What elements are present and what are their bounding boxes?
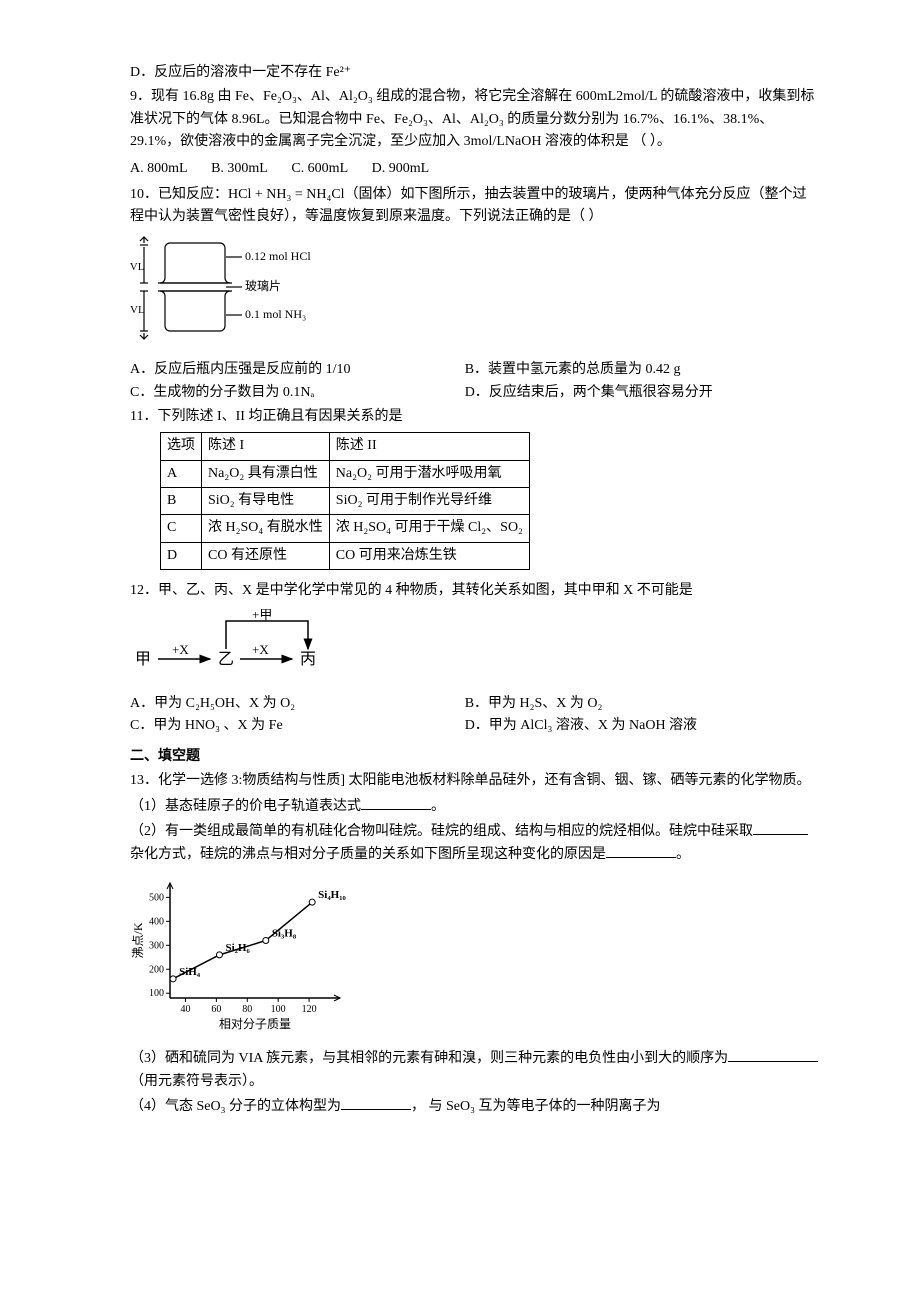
q11-h1: 陈述 I — [202, 433, 330, 460]
svg-text:Si₄H₁₀: Si₄H₁₀ — [318, 889, 346, 901]
blank — [606, 843, 676, 858]
svg-text:400: 400 — [149, 916, 164, 927]
q12-stem: 12．甲、乙、丙、X 是中学化学中常见的 4 种物质，其转化关系如图，其中甲和 … — [130, 580, 820, 602]
q12-yi: 乙 — [218, 651, 234, 668]
q12-options: A．甲为 C₂H₅OH、X 为 O₂ B．甲为 H₂S、X 为 O₂ — [130, 693, 820, 715]
svg-text:120: 120 — [302, 1004, 317, 1015]
cell: A — [161, 460, 202, 487]
q10-options-2: C．生成物的分子数目为 0.1Nₐ D．反应结束后，两个集气瓶很容易分开 — [130, 382, 820, 404]
table-row: ANa₂O₂ 具有漂白性Na₂O₂ 可用于潜水呼吸用氧 — [161, 460, 530, 487]
q9-stem: 9．现有 16.8g 由 Fe、Fe₂O₃、Al、Al₂O₃ 组成的混合物，将它… — [130, 86, 820, 153]
q12-figure: 甲 +X 乙 +X 丙 +甲 — [130, 609, 820, 687]
cell: B — [161, 488, 202, 515]
q10-vtop: 1.2VL — [130, 261, 145, 273]
svg-text:Si₃H₈: Si₃H₈ — [272, 927, 297, 939]
svg-text:SiH₄: SiH₄ — [179, 966, 201, 978]
q10-glass-label: 玻璃片 — [245, 279, 281, 293]
q13-p1: （1）基态硅原子的价电子轨道表达式 。 — [130, 795, 820, 818]
q13-p3: （3）硒和硫同为 VIA 族元素，与其相邻的元素有砷和溴，则三种元素的电负性由小… — [130, 1047, 820, 1093]
q13-chart: 40 60 80 100 120 100 200 300 400 500 SiH₄ Si₂H₆ Si₃H… — [130, 873, 820, 1041]
svg-text:Si₂H₆: Si₂H₆ — [225, 942, 250, 954]
q11-h0: 选项 — [161, 433, 202, 460]
svg-text:200: 200 — [149, 964, 164, 975]
q13-p4: （4）气态 SeO₃ 分子的立体构型为 ， 与 SeO₃ 互为等电子体的一种阴离子… — [130, 1095, 820, 1118]
cell: CO 可用来冶炼生铁 — [329, 542, 529, 569]
q8-option-d: D．反应后的溶液中一定不存在 Fe²⁺ — [130, 62, 820, 84]
q9-b: B. 300mL — [211, 158, 268, 180]
cell: SiO₂ 可用于制作光导纤维 — [329, 488, 529, 515]
q10-figure: 0.12 mol HCl 玻璃片 0.1 mol NH₃ 1.2VL VL — [130, 235, 820, 353]
q9-a: A. 800mL — [130, 158, 188, 180]
svg-text:500: 500 — [149, 892, 164, 903]
table-row: BSiO₂ 有导电性SiO₂ 可用于制作光导纤维 — [161, 488, 530, 515]
svg-text:300: 300 — [149, 940, 164, 951]
cell: D — [161, 542, 202, 569]
q13-p3b: （用元素符号表示）。 — [130, 1074, 263, 1089]
q12-x1: +X — [172, 642, 189, 657]
q12-top: +甲 — [252, 609, 272, 622]
q10-stem: 10．已知反应：HCl + NH₃ = NH₄Cl（固体）如下图所示，抽去装置中… — [130, 184, 820, 229]
q10-a: A．反应后瓶内压强是反应前的 1/10 — [130, 359, 461, 381]
q12-jia: 甲 — [135, 651, 151, 668]
blank — [753, 820, 808, 835]
q10-d: D．反应结束后，两个集气瓶很容易分开 — [465, 382, 796, 404]
cell: Na₂O₂ 可用于潜水呼吸用氧 — [329, 460, 529, 487]
q13-stem: 13．化学一选修 3:物质结构与性质] 太阳能电池板材料除单品硅外，还有含铜、铟… — [130, 770, 820, 792]
q12-c: C．甲为 HNO₃ 、X 为 Fe — [130, 715, 461, 737]
q10-b: B．装置中氢元素的总质量为 0.42 g — [465, 359, 796, 381]
cell: 浓 H₂SO₄ 有脱水性 — [202, 515, 330, 542]
q12-a: A．甲为 C₂H₅OH、X 为 O₂ — [130, 693, 461, 715]
q13-p2a: （2）有一类组成最简单的有机硅化合物叫硅烷。硅烷的组成、结构与相应的烷烃相似。硅… — [130, 824, 753, 839]
svg-text:80: 80 — [242, 1004, 252, 1015]
q9-options: A. 800mL B. 300mL C. 600mL D. 900mL — [130, 158, 820, 180]
svg-text:沸点/K: 沸点/K — [131, 922, 145, 958]
q10-c: C．生成物的分子数目为 0.1Nₐ — [130, 382, 461, 404]
q13-p1-text: （1）基态硅原子的价电子轨道表达式 — [130, 799, 361, 814]
q13-p3a: （3）硒和硫同为 VIA 族元素，与其相邻的元素有砷和溴，则三种元素的电负性由小… — [130, 1051, 728, 1066]
svg-text:100: 100 — [271, 1004, 286, 1015]
q13-p2-end: 。 — [676, 847, 690, 862]
svg-text:相对分子质量: 相对分子质量 — [219, 1017, 291, 1031]
cell: C — [161, 515, 202, 542]
q13-p2b: 杂化方式，硅烷的沸点与相对分子质量的关系如下图所呈现这种变化的原因是 — [130, 847, 606, 862]
q13-p4b: ， 与 SeO₃ 互为等电子体的一种阴离子为 — [411, 1099, 661, 1114]
svg-text:100: 100 — [149, 988, 164, 999]
section-2: 二、填空题 — [130, 746, 820, 768]
q10-options: A．反应后瓶内压强是反应前的 1/10 B．装置中氢元素的总质量为 0.42 g — [130, 359, 820, 381]
cell: SiO₂ 有导电性 — [202, 488, 330, 515]
q13-p1-end: 。 — [431, 799, 445, 814]
q12-b: B．甲为 H₂S、X 为 O₂ — [465, 693, 796, 715]
svg-text:60: 60 — [211, 1004, 221, 1015]
blank — [341, 1095, 411, 1110]
blank — [728, 1047, 818, 1062]
table-row: C浓 H₂SO₄ 有脱水性浓 H₂SO₄ 可用于干燥 Cl₂、SO₂ — [161, 515, 530, 542]
q9-d: D. 900mL — [372, 158, 430, 180]
q10-hcl-label: 0.12 mol HCl — [245, 249, 311, 263]
q11-stem: 11．下列陈述 I、II 均正确且有因果关系的是 — [130, 406, 820, 428]
q11-table: 选项 陈述 I 陈述 II ANa₂O₂ 具有漂白性Na₂O₂ 可用于潜水呼吸用… — [160, 432, 530, 570]
q13-p4a: （4）气态 SeO₃ 分子的立体构型为 — [130, 1099, 341, 1114]
q9-c: C. 600mL — [291, 158, 348, 180]
svg-text:40: 40 — [180, 1004, 190, 1015]
blank — [361, 795, 431, 810]
cell: 浓 H₂SO₄ 可用于干燥 Cl₂、SO₂ — [329, 515, 529, 542]
q10-nh3-label: 0.1 mol NH₃ — [245, 307, 306, 321]
q12-x2: +X — [252, 642, 269, 657]
cell: CO 有还原性 — [202, 542, 330, 569]
q10-vbot: VL — [130, 304, 145, 316]
q12-options-2: C．甲为 HNO₃ 、X 为 Fe D．甲为 AlCl₃ 溶液、X 为 NaOH… — [130, 715, 820, 737]
table-row: DCO 有还原性CO 可用来冶炼生铁 — [161, 542, 530, 569]
q13-p2: （2）有一类组成最简单的有机硅化合物叫硅烷。硅烷的组成、结构与相应的烷烃相似。硅… — [130, 820, 820, 867]
q12-bing: 丙 — [300, 651, 316, 668]
q11-h2: 陈述 II — [329, 433, 529, 460]
cell: Na₂O₂ 具有漂白性 — [202, 460, 330, 487]
q12-d: D．甲为 AlCl₃ 溶液、X 为 NaOH 溶液 — [465, 715, 796, 737]
q11-header-row: 选项 陈述 I 陈述 II — [161, 433, 530, 460]
